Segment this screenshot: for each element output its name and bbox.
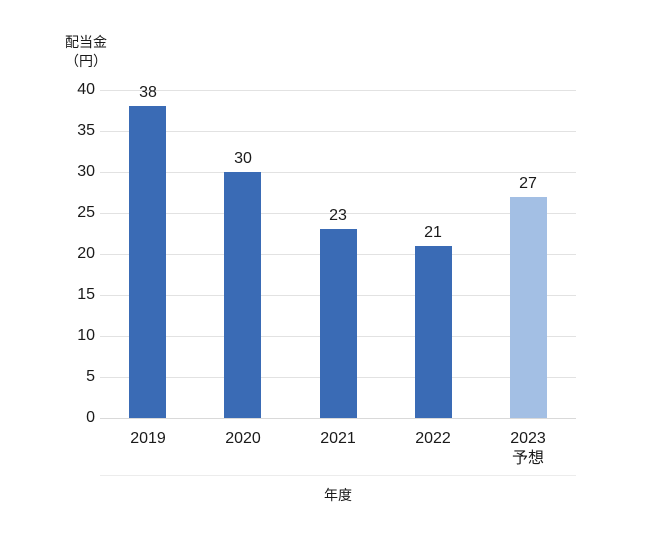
gridline (100, 90, 576, 91)
bar-value-label: 30 (234, 150, 252, 167)
y-tick-label: 30 (77, 163, 95, 180)
y-tick-label: 35 (77, 122, 95, 139)
x-tick-label: 2019 (103, 429, 193, 449)
bar-value-label: 21 (424, 224, 442, 241)
gridline (100, 418, 576, 419)
y-tick-label: 25 (77, 204, 95, 221)
gridline (100, 213, 576, 214)
bar (415, 246, 452, 418)
y-tick-label: 0 (86, 409, 95, 426)
x-tick-label-line: 2023 (510, 430, 546, 447)
bar-value-label: 23 (329, 207, 347, 224)
x-tick-label-line: 2020 (225, 430, 261, 447)
y-axis-title: 配当金 （円） (58, 33, 114, 71)
bar-value-label: 38 (139, 84, 157, 101)
x-tick-label: 2023 予想 (483, 429, 573, 469)
x-tick-label-line: 2021 (320, 430, 356, 447)
x-tick-label: 2020 (198, 429, 288, 449)
y-tick-label: 40 (77, 81, 95, 98)
x-tick-label-line: 2019 (130, 430, 166, 447)
x-tick-label: 2021 (293, 429, 383, 449)
y-tick-label: 15 (77, 286, 95, 303)
gridline (100, 131, 576, 132)
gridline (100, 172, 576, 173)
y-axis-title-line2: （円） (65, 53, 107, 69)
y-tick-label: 10 (77, 327, 95, 344)
y-tick-label: 5 (86, 368, 95, 385)
bar-value-label: 27 (519, 175, 537, 192)
y-tick-label: 20 (77, 245, 95, 262)
bar (129, 106, 166, 418)
x-tick-label: 2022 (388, 429, 478, 449)
x-tick-label-line: 予想 (511, 450, 544, 467)
x-tick-label-line: 2022 (415, 430, 451, 447)
y-axis-title-line1: 配当金 (65, 34, 107, 50)
x-axis-title: 年度 (324, 487, 352, 503)
bar (320, 229, 357, 418)
bar (224, 172, 261, 418)
bottom-separator (100, 475, 576, 476)
bar (510, 197, 547, 418)
